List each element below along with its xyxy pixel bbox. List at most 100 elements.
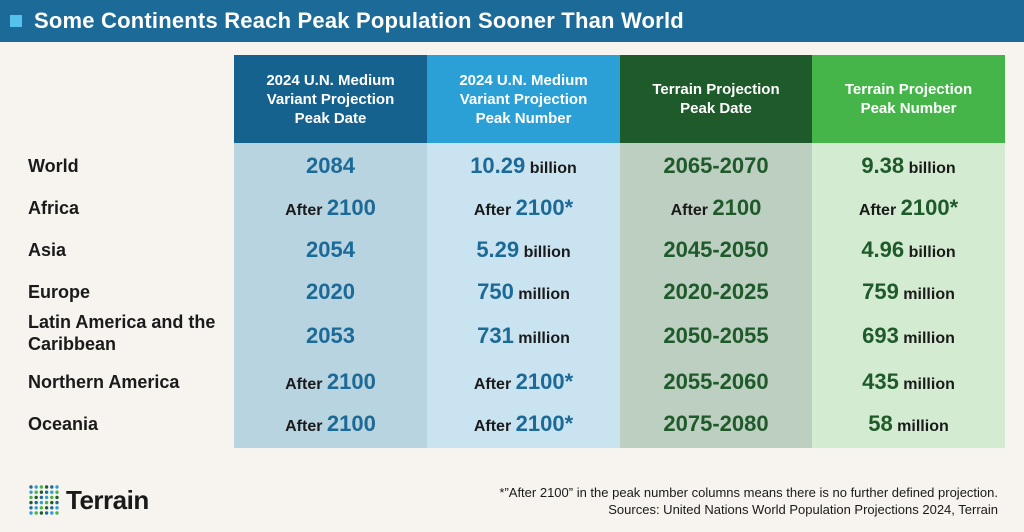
row-label: Oceania — [28, 414, 99, 434]
dot-grid-icon — [29, 485, 59, 515]
logo-dot — [44, 485, 49, 489]
cell-un-date: 2053 — [234, 323, 427, 349]
footnote: *”After 2100” in the peak number columns… — [499, 484, 998, 518]
logo-dot — [55, 490, 59, 494]
value-prefix: After — [285, 376, 327, 393]
value-number: 2084 — [306, 153, 355, 178]
value-number: 4.96 — [861, 237, 905, 262]
value-number: 2055-2060 — [663, 369, 769, 394]
value-number: 759 — [862, 279, 899, 304]
value-number: 2065-2070 — [663, 153, 769, 178]
logo-dot — [34, 511, 38, 515]
row-label: Europe — [28, 282, 91, 302]
logo-dot — [55, 500, 59, 505]
terrain-logo: Terrain — [28, 484, 149, 516]
value-number: 10.29 — [470, 153, 526, 178]
value-number: 2100 — [326, 411, 376, 436]
cell-un-date: After 2100 — [234, 195, 427, 221]
cell-terrain-date: 2020-2025 — [620, 279, 812, 305]
logo-dot — [50, 485, 54, 489]
cell-terrain-date: 2075-2080 — [620, 411, 812, 437]
logo-dot — [55, 485, 59, 489]
value-prefix: After — [473, 376, 516, 393]
logo-dot — [39, 495, 44, 500]
value-number: 750 — [477, 279, 514, 304]
title-bar: Some Continents Reach Peak Population So… — [0, 0, 1024, 42]
cell-un-number: 731 million — [427, 323, 620, 349]
cell-terrain-date: 2065-2070 — [620, 153, 812, 179]
cell-terrain-date: After 2100 — [620, 195, 812, 221]
header-terrain-date: Terrain Projection Peak Date — [620, 55, 812, 143]
value-prefix: After — [473, 202, 516, 219]
cell-terrain-number: 693 million — [812, 323, 1005, 349]
logo-dot — [34, 500, 38, 505]
value-unit: billion — [519, 244, 571, 261]
cell-un-number: 5.29 billion — [427, 237, 620, 263]
logo-dot — [39, 511, 44, 515]
value-prefix: After — [285, 202, 327, 219]
row-label: Africa — [28, 198, 80, 218]
value-number: 2050-2055 — [663, 323, 769, 348]
logo-dot — [39, 485, 44, 489]
logo-dot — [50, 490, 54, 494]
logo-dot — [50, 500, 54, 505]
logo-dot — [34, 490, 38, 494]
value-unit: billion — [904, 160, 956, 177]
value-unit: billion — [525, 160, 577, 177]
logo-dot — [50, 511, 54, 515]
value-number: 2054 — [306, 237, 355, 262]
logo-dot — [44, 500, 49, 505]
row-label: Latin America and the Caribbean — [28, 312, 216, 354]
cell-un-date: 2020 — [234, 279, 427, 305]
logo-dot — [39, 500, 44, 505]
value-number: 731 — [477, 323, 514, 348]
value-prefix: After — [858, 202, 901, 219]
cell-terrain-date: 2045-2050 — [620, 237, 812, 263]
cell-terrain-number: 759 million — [812, 279, 1005, 305]
value-number: 9.38 — [861, 153, 905, 178]
value-number: 2020-2025 — [663, 279, 769, 304]
value-number: 2100 — [326, 195, 376, 220]
value-number: 2075-2080 — [663, 411, 769, 436]
value-number: 2053 — [306, 323, 355, 348]
cell-un-number: 750 million — [427, 279, 620, 305]
logo-dot — [39, 506, 44, 510]
value-unit: million — [892, 418, 949, 435]
cell-terrain-number: After 2100* — [812, 195, 1005, 221]
cell-terrain-number: 58 million — [812, 411, 1005, 437]
value-number: 5.29 — [476, 237, 520, 262]
logo-dot — [29, 495, 33, 500]
value-number: 2100 — [326, 369, 376, 394]
value-number: 2100* — [515, 411, 574, 436]
logo-dot — [29, 490, 33, 494]
cell-un-number: After 2100* — [427, 195, 620, 221]
value-number: 2100* — [900, 195, 959, 220]
value-prefix: After — [285, 418, 327, 435]
logo-dot — [50, 506, 54, 510]
logo-dot — [50, 495, 54, 500]
logo-dot — [29, 485, 33, 489]
page-title: Some Continents Reach Peak Population So… — [34, 8, 684, 33]
cell-terrain-date: 2050-2055 — [620, 323, 812, 349]
cell-un-date: 2054 — [234, 237, 427, 263]
logo-dot — [29, 500, 33, 505]
logo-dot — [44, 490, 49, 494]
logo-dot — [44, 511, 49, 515]
sources-text: Sources: United Nations World Population… — [608, 502, 998, 517]
value-unit: million — [513, 330, 570, 347]
cell-terrain-number: 4.96 billion — [812, 237, 1005, 263]
row-label: Asia — [28, 240, 67, 260]
value-prefix: After — [473, 418, 516, 435]
logo-dot — [29, 506, 33, 510]
logo-dot — [44, 495, 49, 500]
value-number: 2100* — [515, 195, 574, 220]
logo-dot — [34, 485, 38, 489]
logo-dot — [55, 511, 59, 515]
value-unit: million — [898, 330, 955, 347]
logo-dot — [39, 490, 44, 494]
logo-dot — [55, 495, 59, 500]
logo-dot — [29, 511, 33, 515]
cell-un-date: After 2100 — [234, 411, 427, 437]
cell-terrain-number: 9.38 billion — [812, 153, 1005, 179]
value-number: 2045-2050 — [663, 237, 769, 262]
